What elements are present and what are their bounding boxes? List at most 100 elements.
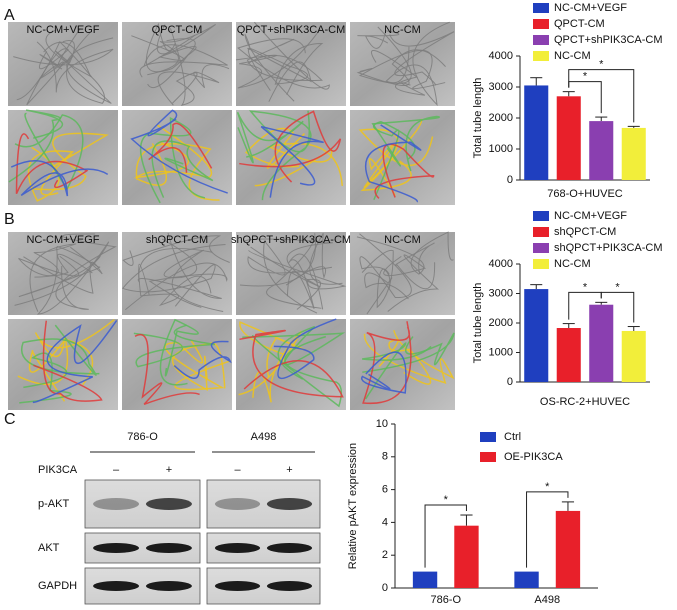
legend-label: shQPCT-CM bbox=[554, 226, 616, 238]
tube bbox=[248, 249, 347, 310]
x-tick-label: 786-O bbox=[430, 594, 461, 606]
treatment-sign: + bbox=[166, 464, 172, 476]
micrograph bbox=[236, 22, 346, 106]
significance-label: * bbox=[615, 281, 620, 293]
legend-label: OE-PIK3CA bbox=[504, 451, 563, 463]
tube bbox=[43, 32, 105, 104]
tube bbox=[18, 245, 101, 298]
bar bbox=[589, 304, 614, 382]
legend-swatch bbox=[480, 452, 496, 462]
blot-row-label: GAPDH bbox=[38, 580, 77, 592]
tube bbox=[151, 140, 214, 198]
tube bbox=[28, 338, 94, 402]
tube bbox=[139, 116, 206, 204]
tube bbox=[173, 340, 232, 379]
tube bbox=[13, 41, 114, 93]
y-tick-label: 3000 bbox=[489, 81, 513, 93]
tube bbox=[130, 109, 228, 194]
tube bbox=[394, 242, 436, 290]
legend-label: NC-CM bbox=[554, 50, 591, 62]
bar bbox=[555, 510, 581, 588]
significance-bracket bbox=[568, 69, 635, 123]
tube bbox=[374, 143, 435, 199]
cell-line-label: 786-O bbox=[127, 431, 158, 443]
band bbox=[266, 543, 313, 553]
y-axis-label: Total tube length bbox=[472, 78, 484, 159]
blot bbox=[84, 479, 201, 529]
y-tick-label: 0 bbox=[382, 582, 388, 594]
tube bbox=[246, 38, 323, 82]
tube bbox=[19, 352, 72, 404]
tube bbox=[273, 318, 337, 380]
y-tick-label: 10 bbox=[376, 418, 388, 430]
legend-swatch bbox=[533, 3, 549, 13]
tube bbox=[248, 110, 312, 201]
tube bbox=[358, 26, 446, 90]
tube bbox=[32, 319, 118, 404]
image-label: NC-CM bbox=[384, 234, 421, 246]
tube bbox=[239, 110, 342, 183]
tube bbox=[358, 128, 434, 192]
tube bbox=[159, 318, 199, 386]
bar bbox=[621, 127, 646, 180]
y-tick-label: 2000 bbox=[489, 317, 513, 329]
tube bbox=[169, 28, 198, 106]
significance-label: * bbox=[599, 59, 604, 71]
tube bbox=[361, 249, 394, 309]
legend-swatch bbox=[533, 19, 549, 29]
tube bbox=[286, 253, 324, 310]
treatment-sign: + bbox=[286, 464, 292, 476]
y-axis-label: Relative pAKT expression bbox=[347, 443, 359, 569]
tube bbox=[371, 49, 426, 96]
legend-label: Ctrl bbox=[504, 431, 521, 443]
legend-swatch bbox=[533, 227, 549, 237]
cell-line-label: A498 bbox=[251, 431, 277, 443]
tube bbox=[364, 272, 409, 315]
tube bbox=[235, 28, 321, 89]
image-label: shQPCT-CM bbox=[146, 234, 208, 246]
bar bbox=[589, 121, 614, 180]
y-tick-label: 0 bbox=[507, 174, 513, 186]
treatment-sign: – bbox=[234, 464, 241, 476]
y-tick-label: 8 bbox=[382, 451, 388, 463]
legend-label: NC-CM+VEGF bbox=[554, 2, 627, 14]
x-axis-label: 768-O+HUVEC bbox=[547, 188, 623, 200]
legend-swatch bbox=[533, 259, 549, 269]
significance-label: * bbox=[583, 281, 588, 293]
tube bbox=[359, 233, 412, 298]
legend-swatch bbox=[480, 432, 496, 442]
tube bbox=[357, 30, 400, 49]
tube bbox=[8, 109, 64, 183]
tube bbox=[254, 142, 344, 187]
bar bbox=[514, 571, 539, 588]
bar bbox=[524, 289, 549, 382]
y-tick-label: 2000 bbox=[489, 112, 513, 124]
tube bbox=[251, 334, 343, 408]
blot-row-label: AKT bbox=[38, 542, 60, 554]
image-label: QPCT+shPIK3CA-CM bbox=[237, 24, 346, 36]
image-label: NC-CM bbox=[384, 24, 421, 36]
x-axis-label: OS-RC-2+HUVEC bbox=[540, 396, 630, 408]
tube bbox=[237, 21, 330, 90]
tube bbox=[363, 118, 423, 196]
tube bbox=[134, 334, 200, 405]
y-tick-label: 2 bbox=[382, 549, 388, 561]
significance-bracket bbox=[526, 491, 569, 568]
significance-bracket bbox=[424, 504, 467, 568]
band bbox=[145, 543, 192, 553]
blot-row-label: p-AKT bbox=[38, 498, 69, 510]
legend-swatch bbox=[533, 51, 549, 61]
tube bbox=[383, 254, 439, 312]
tube bbox=[39, 28, 81, 79]
tube bbox=[285, 233, 343, 286]
y-tick-label: 3000 bbox=[489, 287, 513, 299]
significance-bracket bbox=[600, 291, 635, 323]
tube bbox=[164, 340, 231, 391]
bar bbox=[524, 85, 549, 180]
tube bbox=[131, 35, 197, 89]
tube bbox=[260, 125, 324, 198]
tube bbox=[133, 324, 215, 368]
tube bbox=[247, 47, 312, 102]
tube bbox=[389, 31, 455, 86]
